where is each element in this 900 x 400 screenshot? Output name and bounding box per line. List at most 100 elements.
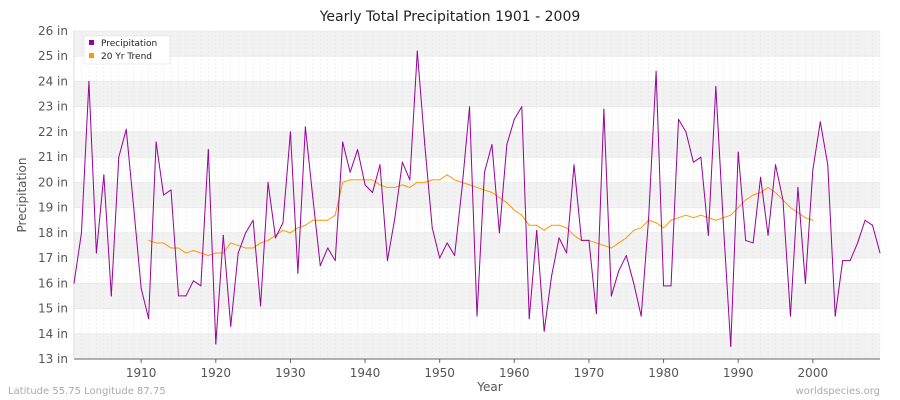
precipitation-line-segment <box>864 219 874 226</box>
trend-line-segment <box>797 212 806 219</box>
precipitation-line-segment <box>528 229 538 320</box>
precipitation-line-segment <box>640 217 650 317</box>
y-tick-label: 15 in <box>38 302 68 316</box>
precipitation-line-segment <box>88 80 97 254</box>
precipitation-line-segment <box>834 260 844 317</box>
trend-line-segment <box>327 214 336 221</box>
precipitation-line-segment <box>536 229 545 332</box>
trend-line-segment <box>237 244 247 249</box>
trend-line-segment <box>498 197 508 204</box>
y-tick-label: 22 in <box>38 125 68 139</box>
precipitation-line-segment <box>133 207 142 289</box>
precipitation-line-segment <box>797 186 806 284</box>
precipitation-line-segment <box>439 242 448 259</box>
series-layer <box>73 50 881 347</box>
precipitation-line-segment <box>573 164 582 241</box>
precipitation-line-segment <box>222 234 232 327</box>
y-tick-label: 19 in <box>38 201 68 215</box>
precipitation-line-segment <box>543 275 553 332</box>
precipitation-line-segment <box>618 255 627 272</box>
precipitation-line-segment <box>551 237 560 277</box>
precipitation-line-segment <box>857 219 866 244</box>
trend-line-segment <box>566 227 575 236</box>
precipitation-line-segment <box>782 199 791 317</box>
precipitation-line-segment <box>595 108 605 315</box>
precipitation-line-segment <box>737 151 747 241</box>
precipitation-line-segment <box>409 50 418 181</box>
precipitation-line-segment <box>715 86 724 224</box>
x-tick-label: 1920 <box>201 366 232 380</box>
x-tick-label: 1910 <box>126 366 157 380</box>
y-tick-label: 26 in <box>38 24 68 38</box>
trend-line-segment <box>506 202 515 211</box>
x-tick-label: 1970 <box>574 366 605 380</box>
x-tick-label: 1980 <box>648 366 679 380</box>
trend-line-segment <box>685 214 694 219</box>
trend-line-segment <box>760 186 769 193</box>
precipitation-line-segment <box>670 118 679 287</box>
trend-line-segment <box>446 174 456 181</box>
precipitation-line-segment <box>282 131 291 224</box>
precipitation-line-segment <box>95 174 105 254</box>
trend-line-segment <box>163 242 172 249</box>
grid-lines <box>73 30 881 360</box>
precipitation-line-segment <box>386 217 396 262</box>
trend-line-segment <box>782 199 791 209</box>
x-tick-label: 1960 <box>499 366 530 380</box>
precipitation-line-segment <box>185 280 194 297</box>
precipitation-line-segment <box>424 144 433 229</box>
trend-line-segment <box>200 252 209 257</box>
precipitation-line-segment <box>692 156 702 163</box>
precipitation-line-segment <box>267 181 276 239</box>
trend-line-segment <box>342 179 351 183</box>
precipitation-line-segment <box>252 219 262 307</box>
trend-line-segment <box>775 191 784 201</box>
precipitation-line-segment <box>118 128 127 158</box>
trend-line-segment <box>745 194 754 201</box>
precipitation-line-segment <box>707 86 717 236</box>
trend-line-segment <box>692 214 702 219</box>
trend-line-segment <box>603 244 612 249</box>
precipitation-line-segment <box>812 121 821 171</box>
precipitation-line-segment <box>431 227 441 259</box>
precipitation-line-segment <box>603 108 612 297</box>
precipitation-line-segment <box>722 222 732 347</box>
precipitation-line-segment <box>155 141 165 196</box>
trend-line-segment <box>394 184 403 188</box>
y-tick-label: 16 in <box>38 276 68 290</box>
trend-line-segment <box>297 224 306 229</box>
trend-line-segment <box>633 227 642 231</box>
trend-line-segment <box>439 174 448 181</box>
trend-line-segment <box>177 247 187 254</box>
precipitation-line-segment <box>207 149 217 345</box>
precipitation-line-segment <box>521 106 530 320</box>
precipitation-line-segment <box>685 131 694 163</box>
precipitation-line-segment <box>245 219 254 234</box>
precipitation-line-segment <box>610 270 620 297</box>
precipitation-line-segment <box>125 128 135 209</box>
precipitation-line-segment <box>215 234 224 345</box>
precipitation-line-segment <box>506 118 515 146</box>
precipitation-line-segment <box>446 242 456 257</box>
precipitation-line-segment <box>804 169 814 284</box>
precipitation-line-segment <box>260 181 269 307</box>
y-tick-label: 25 in <box>38 49 68 63</box>
trend-line-segment <box>409 181 418 188</box>
precipitation-line-segment <box>334 141 344 262</box>
trend-line-segment <box>648 219 657 224</box>
precipitation-line-segment <box>342 141 351 173</box>
trend-line-segment <box>304 219 314 226</box>
y-tick-label: 17 in <box>38 251 68 265</box>
precipitation-line-segment <box>103 174 112 297</box>
x-tick-label: 2000 <box>798 366 829 380</box>
precipitation-line-segment <box>394 161 403 219</box>
trend-line-segment <box>401 184 411 188</box>
trend-line-segment <box>767 186 777 193</box>
y-tick-label: 23 in <box>38 100 68 114</box>
precipitation-line-segment <box>566 164 575 254</box>
precipitation-line-segment <box>327 247 336 262</box>
precipitation-line-segment <box>775 164 784 201</box>
footer-source: worldspecies.org <box>796 386 880 397</box>
precipitation-line-segment <box>73 232 82 284</box>
precipitation-line-segment <box>140 287 150 320</box>
